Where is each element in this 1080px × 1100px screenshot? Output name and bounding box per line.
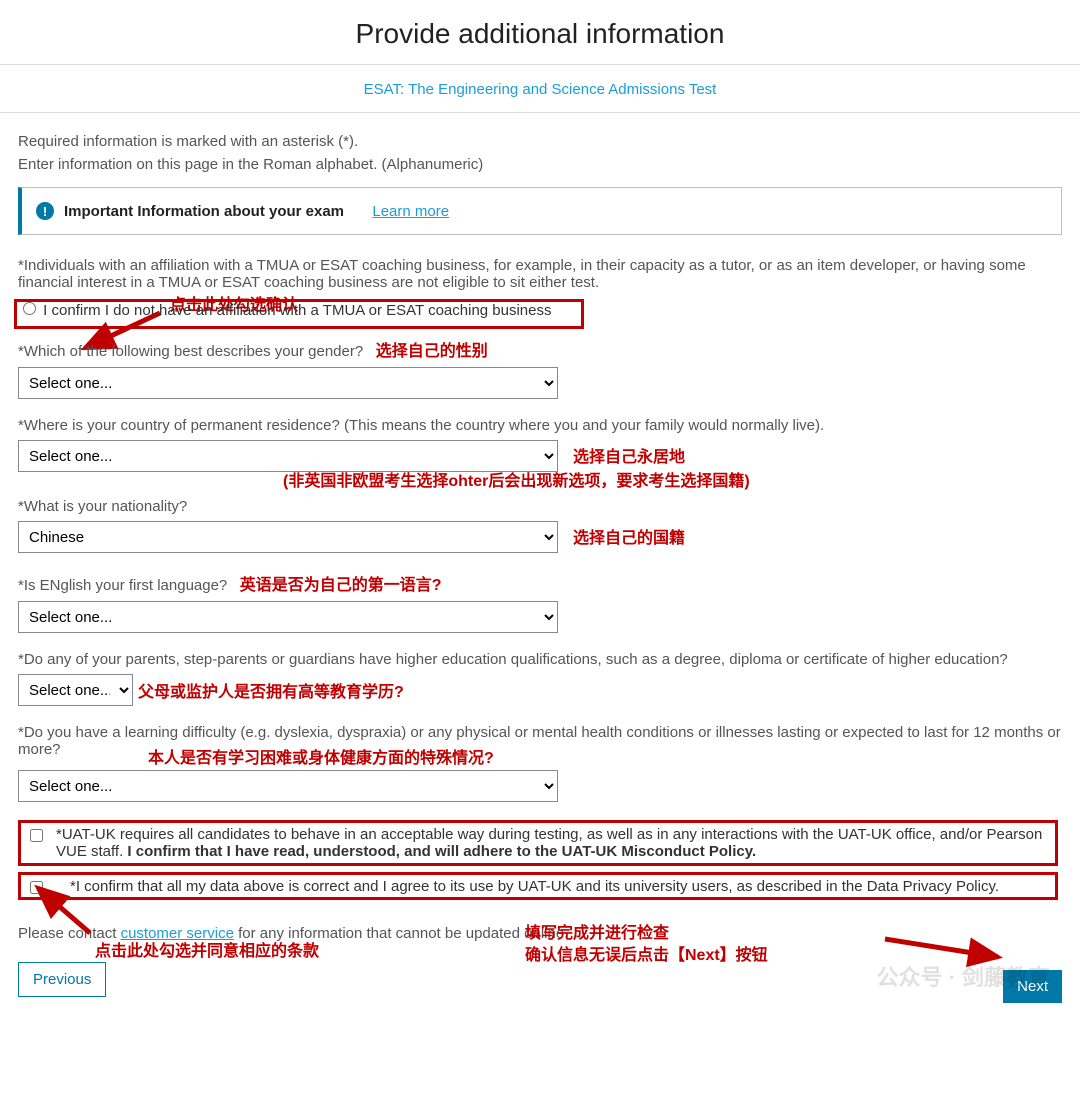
gender-question-text: *Which of the following best describes y…	[18, 343, 363, 360]
annotation-parents: 父母或监护人是否拥有高等教育学历?	[138, 678, 404, 702]
learn-more-link[interactable]: Learn more	[372, 203, 449, 220]
info-box-label: Important Information about your exam	[64, 203, 344, 220]
subtitle-text: ESAT: The Engineering and Science Admiss…	[364, 81, 717, 98]
residence-question: *Where is your country of permanent resi…	[18, 417, 1062, 434]
misconduct-checkbox[interactable]	[30, 829, 43, 842]
nationality-question: *What is your nationality?	[18, 498, 1062, 515]
annotation-nationality: 选择自己的国籍	[573, 524, 685, 548]
difficulty-select[interactable]: Select one...	[18, 770, 558, 802]
english-question-text: *Is ENglish your first language?	[18, 577, 227, 594]
english-question: *Is ENglish your first language? 英语是否为自己…	[18, 571, 1062, 595]
affiliation-text: *Individuals with an affiliation with a …	[18, 257, 1062, 291]
parents-select[interactable]: Select one...	[18, 674, 133, 706]
misconduct-checkbox-line[interactable]: *UAT-UK requires all candidates to behav…	[18, 820, 1062, 866]
parents-question: *Do any of your parents, step-parents or…	[18, 651, 1062, 668]
previous-button[interactable]: Previous	[18, 962, 106, 997]
affiliation-radio[interactable]	[23, 302, 36, 315]
misconduct-text: *UAT-UK requires all candidates to behav…	[56, 826, 1054, 860]
info-icon: !	[36, 202, 54, 220]
contact-line: Please contact customer service for any …	[18, 925, 1062, 942]
gender-question: *Which of the following best describes y…	[18, 337, 1062, 361]
difficulty-question: *Do you have a learning difficulty (e.g.…	[18, 724, 1062, 758]
misconduct-text-bold: I confirm that I have read, understood, …	[127, 843, 756, 860]
customer-service-link[interactable]: customer service	[121, 925, 234, 942]
privacy-checkbox[interactable]	[30, 881, 43, 894]
subtitle-bar: ESAT: The Engineering and Science Admiss…	[0, 65, 1080, 113]
annotation-english: 英语是否为自己的第一语言?	[240, 577, 442, 594]
next-button[interactable]: Next	[1003, 970, 1062, 1003]
contact-pre: Please contact	[18, 925, 121, 942]
nationality-select[interactable]: Chinese	[18, 521, 558, 553]
english-select[interactable]: Select one...	[18, 601, 558, 633]
gender-select[interactable]: Select one...	[18, 367, 558, 399]
privacy-text: *I confirm that all my data above is cor…	[56, 878, 999, 895]
annotation-next-2: 确认信息无误后点击【Next】按钮	[525, 941, 768, 965]
residence-select[interactable]: Select one...	[18, 440, 558, 472]
annotation-residence-1: 选择自己永居地	[573, 443, 685, 467]
affiliation-radio-line[interactable]: I confirm I do not have an affiliation w…	[18, 299, 1062, 319]
annotation-gender: 选择自己的性别	[376, 343, 488, 360]
privacy-checkbox-line[interactable]: *I confirm that all my data above is cor…	[18, 872, 1062, 903]
contact-post: for any information that cannot be updat…	[234, 925, 568, 942]
instruction-line-1: Required information is marked with an a…	[18, 133, 1062, 150]
page-title: Provide additional information	[0, 0, 1080, 65]
affiliation-radio-label: I confirm I do not have an affiliation w…	[43, 302, 551, 319]
info-box: ! Important Information about your exam …	[18, 187, 1062, 235]
instruction-line-2: Enter information on this page in the Ro…	[18, 156, 1062, 173]
